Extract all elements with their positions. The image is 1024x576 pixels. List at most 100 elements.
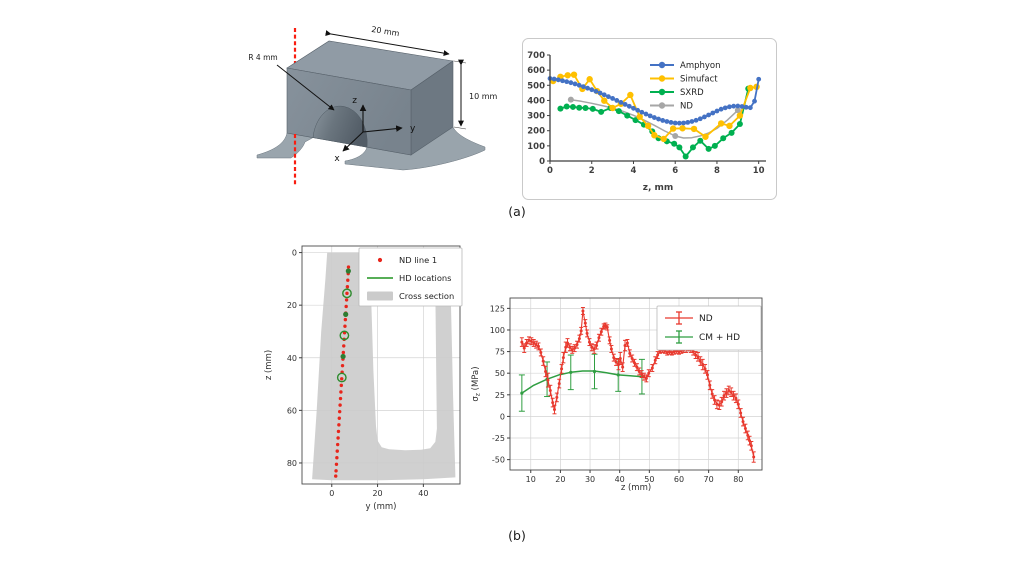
- legend-label: ND: [680, 102, 693, 112]
- series-amphyon-marker: [693, 117, 699, 123]
- series-nd-marker: [527, 338, 531, 342]
- series-simufact-marker: [570, 71, 578, 78]
- x-axis-label: z, mm: [643, 183, 674, 193]
- y-tick-label: 400: [527, 96, 545, 106]
- series-nd-line-1-marker: [346, 265, 351, 269]
- series-nd-marker: [532, 341, 536, 345]
- series-nd-line-1-marker: [335, 449, 339, 453]
- series-nd-marker: [644, 376, 648, 380]
- arch-opening: [312, 105, 368, 148]
- series-nd-marker: [630, 357, 634, 361]
- axis-z-label: z: [352, 96, 357, 106]
- series-nd-line-1-marker: [338, 396, 343, 401]
- legend-glyph: [658, 61, 666, 69]
- series-nd-marker: [548, 388, 552, 392]
- series-nd-marker: [557, 382, 561, 386]
- series-nd-marker: [544, 369, 548, 373]
- y-tick-label: 0: [539, 157, 545, 167]
- series-cm-hd-line: [521, 370, 642, 394]
- series-simufact-marker: [726, 122, 733, 130]
- series-amphyon-marker: [564, 79, 570, 85]
- series-nd-marker: [566, 341, 570, 345]
- x-tick-label: 50: [644, 475, 654, 484]
- series-amphyon-marker: [572, 81, 578, 87]
- series-nd-marker: [743, 427, 747, 431]
- series-simufact-marker: [669, 125, 677, 132]
- series-nd-marker: [741, 420, 745, 424]
- y-axis-label: z (mm): [264, 350, 274, 380]
- series-nd-marker: [637, 369, 641, 373]
- series-nd-marker: [612, 356, 616, 360]
- series-sxrd-marker: [689, 144, 696, 151]
- series-amphyon-marker: [576, 82, 582, 88]
- series-nd-marker: [672, 133, 679, 140]
- series-sxrd-marker: [697, 137, 704, 144]
- series-amphyon-marker: [589, 87, 595, 93]
- series-nd-marker: [656, 353, 660, 357]
- series-simufact-marker: [601, 97, 608, 104]
- series-nd-marker: [677, 350, 681, 354]
- y-axis-arrow: [362, 125, 403, 133]
- series-nd-line-1-marker: [337, 409, 342, 414]
- series-nd-line-1-marker: [345, 291, 349, 296]
- series-nd-line-1-marker: [340, 377, 344, 381]
- series-nd-marker: [595, 344, 599, 348]
- y-tick-label: 75: [495, 348, 505, 357]
- series-sxrd-marker: [736, 121, 743, 128]
- series-nd-marker: [701, 363, 705, 367]
- series-nd-marker: [590, 345, 594, 349]
- series-nd-marker: [575, 343, 579, 347]
- series-nd-marker: [522, 346, 526, 350]
- series-amphyon-marker: [614, 98, 620, 103]
- series-nd-marker: [568, 345, 572, 349]
- x-tick-label: 0: [547, 166, 553, 176]
- y-tick-label: 700: [527, 51, 545, 61]
- y-tick-label: 300: [527, 112, 545, 122]
- y-tick-label: 60: [287, 406, 297, 415]
- series-nd-line-1-marker: [334, 469, 338, 473]
- series-nd-marker: [577, 337, 581, 341]
- series-nd-line-1-marker: [339, 383, 344, 388]
- y-tick-label: -25: [492, 434, 505, 443]
- extension-line-top: [453, 60, 467, 64]
- series-sxrd-marker: [589, 105, 596, 112]
- series-nd-marker: [696, 355, 700, 359]
- series-amphyon-marker: [756, 76, 762, 82]
- x-tick-label: 60: [674, 475, 684, 484]
- series-sxrd-marker: [720, 135, 727, 142]
- x-tick-label: 6: [672, 166, 678, 176]
- series-amphyon-marker: [664, 119, 670, 124]
- series-nd-line-1-marker: [342, 344, 346, 348]
- series-sxrd-marker: [615, 108, 622, 115]
- series-nd-marker: [640, 372, 644, 376]
- series-amphyon-marker: [631, 105, 636, 111]
- series-nd-marker: [691, 350, 695, 354]
- series-amphyon-marker: [747, 105, 753, 111]
- series-nd-marker: [592, 347, 596, 351]
- series-sxrd-marker: [624, 112, 631, 119]
- plot-frame: [509, 297, 763, 471]
- series-nd-marker: [720, 400, 724, 404]
- series-nd-marker: [541, 359, 545, 363]
- series-nd-marker: [713, 398, 717, 402]
- x-tick-label: 8: [714, 166, 720, 176]
- legend-label: Amphyon: [680, 61, 721, 71]
- axis-y-label: y: [410, 124, 416, 134]
- series-amphyon-marker: [681, 120, 686, 126]
- y-tick-label: 25: [495, 391, 505, 400]
- specimen-3d-model: 20 mm 10 mm R 4 mm z y x: [248, 25, 498, 186]
- series-hd-open-circles-marker: [339, 330, 350, 341]
- series-sxrd-marker: [671, 140, 678, 147]
- measurement-locations-chart: 0 20 40 0 20 40 60 80 y (mm) z (mm) ND line 1 HD lo…: [264, 245, 463, 512]
- series-nd-marker: [734, 396, 738, 400]
- series-nd-marker: [715, 402, 719, 406]
- series-nd-marker: [567, 96, 574, 103]
- series-amphyon-marker: [606, 94, 611, 100]
- series-nd-marker: [739, 411, 743, 415]
- series-nd-marker: [717, 403, 721, 407]
- legend-box: [656, 305, 762, 351]
- series-nd-marker: [587, 340, 591, 344]
- series-amphyon-marker: [668, 119, 674, 125]
- series-nd-marker: [564, 345, 568, 349]
- series-simufact-marker: [651, 132, 658, 139]
